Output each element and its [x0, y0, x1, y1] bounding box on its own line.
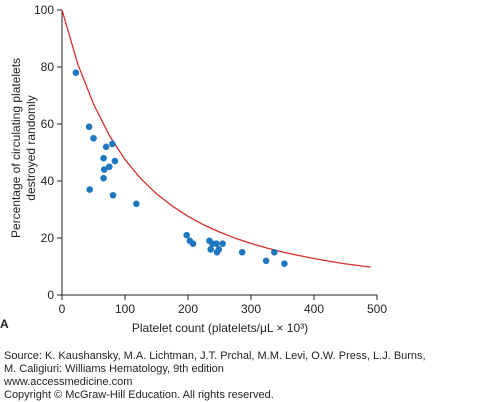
data-point: [111, 157, 119, 165]
y-tick-label: 60: [41, 117, 55, 131]
x-tick-label: 0: [59, 302, 66, 316]
data-point: [109, 191, 117, 199]
fitted-curve: [61, 9, 371, 268]
y-tick-label: 20: [41, 231, 55, 245]
data-point: [213, 248, 221, 256]
data-point: [85, 123, 93, 131]
scatter-chart: A Percentage of circulating platelets de…: [0, 3, 387, 335]
data-point: [102, 143, 110, 151]
data-point: [72, 69, 80, 76]
data-point: [189, 240, 197, 247]
y-tick-label: 0: [47, 288, 54, 302]
data-point: [100, 166, 108, 173]
x-tick-label: 300: [241, 302, 261, 316]
data-point: [105, 163, 113, 171]
plot-area: 0 20 40 60 80 100 0 100 200 300 400 500: [34, 3, 387, 316]
source-line-2: M. Caligiuri: Williams Hematology, 9th e…: [4, 363, 224, 375]
y-axis-label: Percentage of circulating platelets dest…: [9, 58, 38, 238]
y-tick-label: 80: [41, 60, 55, 74]
data-point: [100, 174, 107, 182]
panel-label: A: [0, 317, 9, 331]
data-point: [109, 140, 116, 148]
y-tick-label: 100: [34, 3, 54, 17]
data-point: [86, 186, 94, 193]
data-point: [207, 246, 214, 253]
data-point: [183, 231, 191, 239]
data-point: [262, 257, 270, 265]
source-url: www.accessmedicine.com: [4, 376, 133, 388]
copyright-line: Copyright © McGraw-Hill Education. All r…: [4, 389, 274, 401]
data-point: [133, 200, 140, 208]
y-axis-label-line-2: destroyed randomly: [24, 95, 38, 200]
data-point: [238, 248, 246, 256]
data-point: [90, 134, 97, 142]
data-point: [213, 240, 220, 247]
x-tick-label: 100: [115, 302, 135, 316]
source-line-1: Source: K. Kaushansky, M.A. Lichtman, J.…: [4, 350, 426, 362]
data-point: [100, 154, 107, 162]
y-tick-label: 40: [41, 174, 55, 188]
data-point: [271, 248, 278, 256]
y-axis-label-line-1: Percentage of circulating platelets: [9, 58, 23, 238]
data-point: [219, 240, 226, 247]
x-tick-label: 500: [367, 302, 387, 316]
data-point: [281, 260, 288, 267]
x-axis-label: Platelet count (platelets/μL × 10³): [132, 321, 308, 335]
x-tick-label: 200: [178, 302, 198, 316]
x-tick-label: 400: [304, 302, 324, 316]
